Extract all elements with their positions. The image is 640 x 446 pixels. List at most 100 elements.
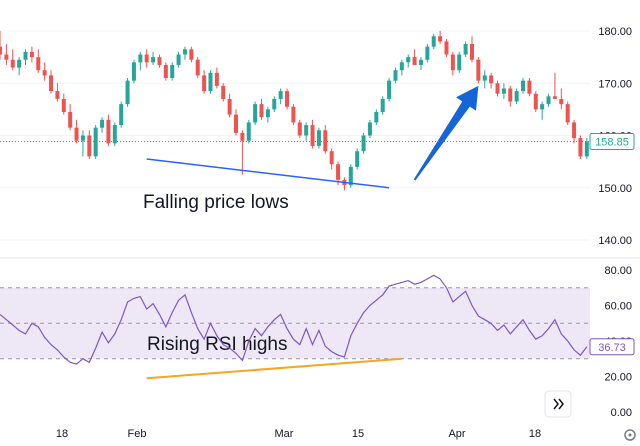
time-axis-tick: 18 bbox=[529, 428, 541, 440]
last-price-badge bbox=[589, 133, 635, 151]
gear-icon-center bbox=[628, 433, 632, 437]
candle-body bbox=[584, 141, 589, 157]
candle-body bbox=[508, 88, 513, 102]
time-axis-tick: 18 bbox=[56, 428, 68, 440]
candle-body bbox=[29, 51, 34, 58]
candle-body bbox=[329, 151, 334, 165]
candle-body bbox=[412, 57, 417, 65]
candle-body bbox=[450, 54, 455, 71]
candle-body bbox=[4, 54, 9, 60]
candle-body bbox=[540, 104, 545, 110]
candle-body bbox=[234, 114, 238, 133]
candle-body bbox=[514, 91, 519, 102]
rsi-axis-tick: 60.00 bbox=[604, 301, 632, 313]
rsi-trendline bbox=[146, 357, 402, 380]
candle-body bbox=[316, 130, 321, 146]
candle-body bbox=[144, 54, 149, 63]
up-arrow bbox=[413, 85, 479, 181]
candle-body bbox=[380, 98, 385, 112]
candle-body bbox=[444, 41, 449, 55]
last-rsi-label: 36.73 bbox=[598, 342, 626, 354]
candle-body bbox=[259, 104, 264, 118]
candle-body bbox=[157, 57, 162, 65]
last-rsi-badge bbox=[589, 338, 635, 356]
candle-body bbox=[138, 54, 143, 63]
candle-body bbox=[93, 127, 98, 157]
price-trendline bbox=[146, 158, 390, 189]
rsi-annotation: Rising RSI highs bbox=[147, 334, 287, 355]
candle-body bbox=[387, 80, 392, 99]
candle-body bbox=[521, 80, 526, 92]
candle-body bbox=[278, 91, 283, 99]
candle-body bbox=[489, 75, 494, 84]
candle-body bbox=[170, 64, 175, 79]
candle-body bbox=[323, 130, 328, 152]
candle-body bbox=[214, 72, 219, 86]
candle-body bbox=[80, 135, 85, 141]
candle-body bbox=[374, 111, 379, 123]
candle-body bbox=[189, 49, 194, 60]
rsi-axis-tick: 0.00 bbox=[611, 407, 632, 419]
time-axis-tick: Apr bbox=[448, 428, 465, 440]
price-axis-tick: 150.00 bbox=[598, 183, 632, 195]
candle-body bbox=[476, 59, 481, 81]
candle-body bbox=[125, 80, 130, 105]
candle-body bbox=[495, 83, 500, 94]
rsi-axis-tick: 80.00 bbox=[604, 265, 632, 277]
time-axis-tick: Feb bbox=[128, 428, 147, 440]
candle-body bbox=[572, 122, 577, 139]
candle-body bbox=[399, 62, 404, 71]
price-axis-tick: 140.00 bbox=[598, 235, 632, 247]
price-axis-tick: 180.00 bbox=[598, 26, 632, 38]
candle-body bbox=[163, 64, 168, 79]
candle-body bbox=[463, 44, 468, 55]
candle-body bbox=[176, 54, 181, 65]
candle-body bbox=[61, 98, 66, 112]
candle-body bbox=[527, 80, 532, 94]
candle-body bbox=[559, 98, 564, 105]
candle-body bbox=[0, 46, 2, 55]
candle-body bbox=[418, 59, 423, 65]
price-annotation: Falling price lows bbox=[143, 192, 289, 213]
rsi-axis-tick: 20.00 bbox=[604, 372, 632, 384]
candle-body bbox=[74, 127, 79, 141]
candle-body bbox=[425, 46, 430, 60]
candle-body bbox=[393, 70, 398, 81]
gear-icon[interactable] bbox=[624, 429, 636, 441]
candle-body bbox=[438, 36, 443, 42]
candle-body bbox=[112, 125, 117, 144]
candle-body bbox=[482, 75, 487, 81]
candle-body bbox=[182, 49, 187, 55]
candle-body bbox=[87, 135, 92, 157]
last-price-label: 158.85 bbox=[595, 137, 629, 149]
candle-body bbox=[304, 125, 309, 136]
candle-body bbox=[42, 70, 47, 76]
candle-body bbox=[151, 57, 156, 63]
candle-body bbox=[106, 119, 111, 144]
price-axis-tick: 170.00 bbox=[598, 78, 632, 90]
candle-body bbox=[221, 85, 226, 99]
candle-body bbox=[406, 57, 411, 63]
candle-body bbox=[208, 72, 213, 92]
rsi-line bbox=[0, 274, 588, 365]
candle-body bbox=[265, 109, 270, 118]
candle-body bbox=[23, 51, 28, 60]
candle-body bbox=[291, 106, 296, 123]
candle-body bbox=[131, 62, 136, 81]
candle-body bbox=[100, 119, 105, 128]
candle-body bbox=[552, 96, 557, 99]
candle-body bbox=[10, 59, 15, 68]
candle-body bbox=[565, 104, 570, 123]
candle-body bbox=[68, 111, 73, 128]
candle-body bbox=[285, 91, 290, 107]
time-axis-tick: 15 bbox=[352, 428, 364, 440]
candle-body bbox=[578, 138, 583, 157]
candle-body bbox=[55, 91, 60, 99]
candle-body bbox=[361, 135, 366, 152]
candle-body bbox=[336, 164, 341, 180]
candle-body bbox=[246, 122, 251, 141]
candle-body bbox=[227, 98, 232, 115]
candle-body bbox=[310, 125, 315, 146]
candle-body bbox=[457, 54, 462, 71]
